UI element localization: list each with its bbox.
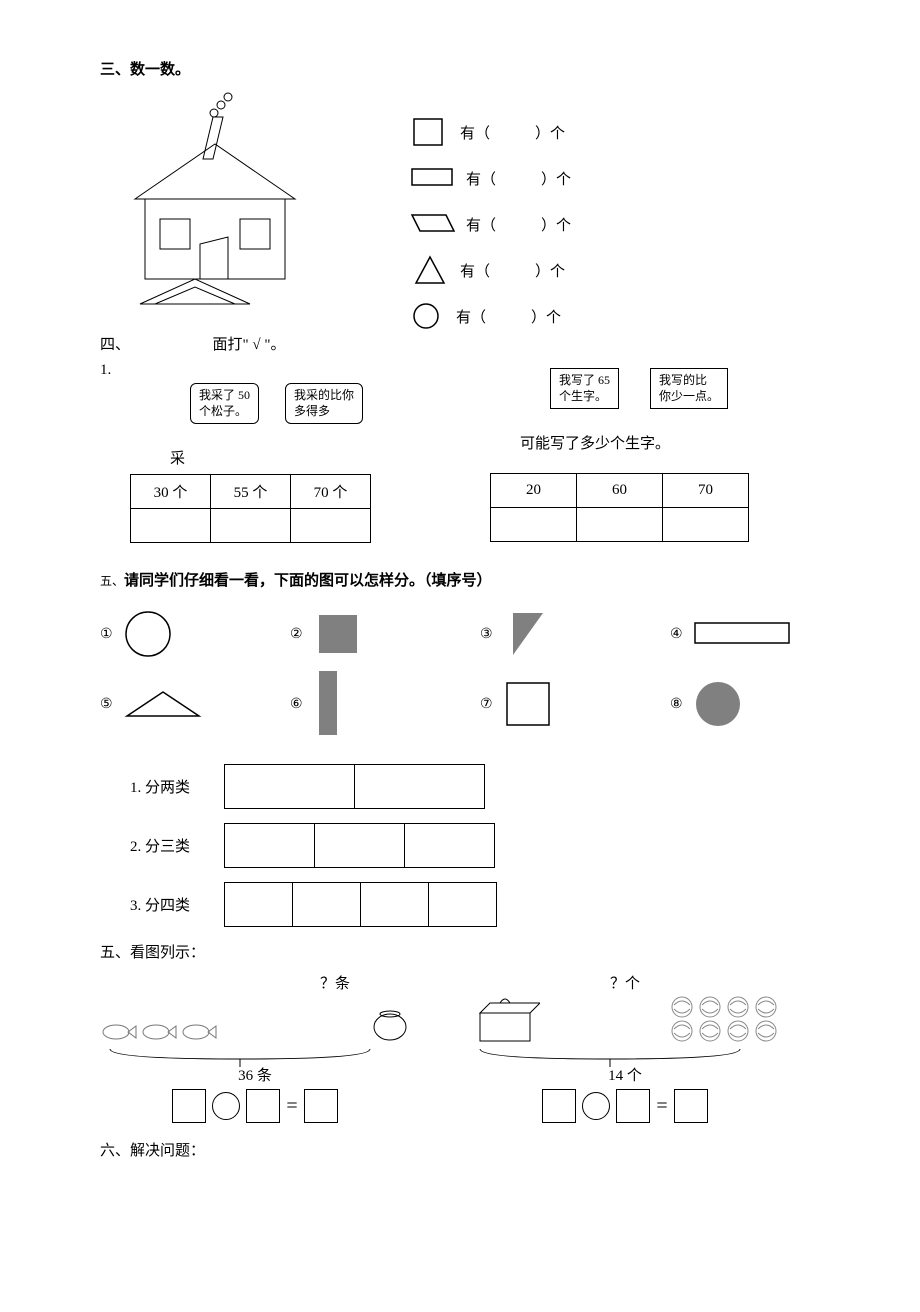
tr-h2: 70 xyxy=(663,474,749,508)
classify-label-2: 3. 分四类 xyxy=(100,894,210,915)
wp-left-q: ？条 xyxy=(100,972,410,993)
prompt-right: 可能写了多少个生字。 xyxy=(460,432,790,453)
classify-table-1 xyxy=(224,823,495,868)
eq-l-1[interactable] xyxy=(172,1089,206,1123)
shape-count-list: 有（ ）个 有（ ）个 有（ ）个 有（ ）个 有（ ）个 xyxy=(410,109,571,339)
shape-row-0-post: ）个 xyxy=(535,126,565,142)
eq-r-3[interactable] xyxy=(674,1089,708,1123)
tl-a2[interactable] xyxy=(291,509,371,543)
section-5-classify: 五、请同学们仔细看一看，下面的图可以怎样分。（填序号） ① ② ③ ④ ⑤ ⑥ … xyxy=(100,569,820,927)
classify-cell[interactable] xyxy=(225,883,293,927)
section-3-title: 三、数一数。 xyxy=(100,58,820,79)
section-4: 四、 面打" √ "。 1. 我采了 50 个松子。 我采的比你 多得多 采 3… xyxy=(100,333,820,543)
item-8: ⑧ xyxy=(670,696,683,713)
tr-a2[interactable] xyxy=(663,508,749,542)
word-problems: ？条 36 条 = ？个 xyxy=(100,972,820,1123)
wp-right-q: ？个 xyxy=(470,972,780,993)
eq-r-1[interactable] xyxy=(542,1089,576,1123)
box-icon xyxy=(470,993,540,1043)
eq-l-3[interactable] xyxy=(304,1089,338,1123)
house-figure xyxy=(100,89,380,309)
wp-right-total: 14 个 xyxy=(608,1068,642,1084)
bubble-left-1: 我采了 50 个松子。 xyxy=(190,383,259,424)
answer-table-left: 30 个 55 个 70 个 xyxy=(130,474,371,543)
shape-row-0-pre: 有（ xyxy=(460,126,490,142)
equals-icon: = xyxy=(286,1095,297,1118)
tr-h0: 20 xyxy=(491,474,577,508)
shape-row-3-post: ）个 xyxy=(535,264,565,280)
shape-row-4-post: ）个 xyxy=(531,310,561,326)
sec4-right: 我写了 65 个生字。 我写的比 你少一点。 可能写了多少个生字。 20 60 … xyxy=(460,358,790,542)
sec5-num: 五、 xyxy=(100,574,124,588)
bubble-left-2: 我采的比你 多得多 xyxy=(285,383,363,424)
tl-h0: 30 个 xyxy=(131,475,211,509)
item-1: ① xyxy=(100,626,113,643)
item-7: ⑦ xyxy=(480,696,493,713)
wp-left-total: 36 条 xyxy=(238,1068,272,1084)
classify-cell[interactable] xyxy=(361,883,429,927)
q1-num: 1. xyxy=(100,362,420,379)
tl-h1: 55 个 xyxy=(211,475,291,509)
item-2: ② xyxy=(290,626,303,643)
shape-row-2-pre: 有（ xyxy=(466,218,496,234)
shape-row-2-post: ）个 xyxy=(541,218,571,234)
shape-row-3-pre: 有（ xyxy=(460,264,490,280)
eq-r-op[interactable] xyxy=(582,1092,610,1120)
section-4-title-rest: 面打" √ "。 xyxy=(213,337,286,353)
classify-table-2 xyxy=(224,882,497,927)
section-6-title: 六、解决问题： xyxy=(100,1139,820,1160)
wp-left: ？条 36 条 = xyxy=(100,972,410,1123)
classify-cell[interactable] xyxy=(293,883,361,927)
tr-a1[interactable] xyxy=(577,508,663,542)
section-3-body: 有（ ）个 有（ ）个 有（ ）个 有（ ）个 有（ ）个 xyxy=(100,89,820,339)
eq-l-2[interactable] xyxy=(246,1089,280,1123)
classify-label-0: 1. 分两类 xyxy=(100,776,210,797)
sec4-left: 1. 我采了 50 个松子。 我采的比你 多得多 采 30 个 55 个 70 … xyxy=(100,358,420,543)
section-5-pic-title: 五、看图列示： xyxy=(100,941,820,962)
wp-right: ？个 xyxy=(470,972,780,1123)
classify-cell[interactable] xyxy=(225,765,355,809)
classify-cell[interactable] xyxy=(355,765,485,809)
classify-cell[interactable] xyxy=(225,824,315,868)
item-5: ⑤ xyxy=(100,696,113,713)
section-4-title: 四、 xyxy=(100,337,123,353)
item-4: ④ xyxy=(670,626,683,643)
eq-r-2[interactable] xyxy=(616,1089,650,1123)
prompt-left: 采 xyxy=(100,447,420,468)
sec5-text: 请同学们仔细看一看，下面的图可以怎样分。（填序号） xyxy=(124,573,492,589)
tl-h2: 70 个 xyxy=(291,475,371,509)
tl-a0[interactable] xyxy=(131,509,211,543)
classify-cell[interactable] xyxy=(429,883,497,927)
eq-l-op[interactable] xyxy=(212,1092,240,1120)
classify-cell[interactable] xyxy=(405,824,495,868)
shape-row-1-pre: 有（ xyxy=(466,172,496,188)
answer-table-right: 20 60 70 xyxy=(490,473,749,542)
item-6: ⑥ xyxy=(290,696,303,713)
tr-h1: 60 xyxy=(577,474,663,508)
fishbowl-icon xyxy=(370,1003,410,1043)
tr-a0[interactable] xyxy=(491,508,577,542)
bubble-right-1: 我写了 65 个生字。 xyxy=(550,368,619,409)
equals-icon: = xyxy=(656,1095,667,1118)
classify-row-2: 3. 分四类 xyxy=(100,882,820,927)
shape-row-4-pre: 有（ xyxy=(456,310,486,326)
bubble-right-2: 我写的比 你少一点。 xyxy=(650,368,728,409)
classify-row-0: 1. 分两类 xyxy=(100,764,820,809)
classify-label-1: 2. 分三类 xyxy=(100,835,210,856)
shape-row-1-post: ）个 xyxy=(541,172,571,188)
item-3: ③ xyxy=(480,626,493,643)
classify-cell[interactable] xyxy=(315,824,405,868)
classify-row-1: 2. 分三类 xyxy=(100,823,820,868)
classify-table-0 xyxy=(224,764,485,809)
tl-a1[interactable] xyxy=(211,509,291,543)
